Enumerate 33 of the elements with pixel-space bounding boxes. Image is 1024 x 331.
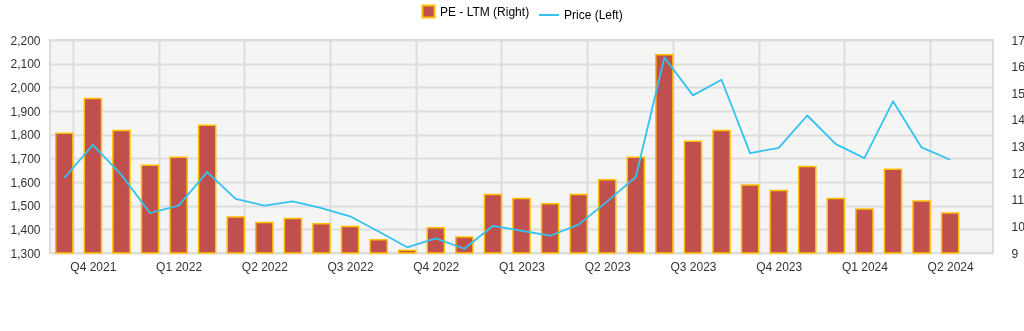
y-tick-label: 1,600 [10, 175, 41, 190]
y-tick-label: 2,000 [10, 80, 41, 95]
x-tick-label: Q2 2023 [584, 259, 632, 274]
x-tick-label: Q1 2023 [498, 259, 546, 274]
x-tick-label: Q1 2022 [156, 259, 203, 274]
y-tick-label: 1,900 [10, 104, 41, 119]
y-tick-label: 2,200 [10, 33, 41, 48]
y-tick-label: 1,300 [10, 246, 41, 261]
y-tick-label: 1,500 [10, 199, 41, 214]
x-tick-label: Q4 2023 [756, 259, 803, 274]
x-tick-label: Q2 2024 [927, 259, 974, 274]
y2-tick-label: 14 [1011, 113, 1024, 128]
y2-tick-label: 9 [1011, 246, 1019, 261]
x-tick-label: Q4 2021 [70, 259, 117, 274]
x-tick-label: Q2 2022 [241, 259, 289, 274]
legend-label: Price (Left) [564, 8, 623, 22]
x-tick-label: Q4 2022 [413, 259, 460, 274]
line-series [63, 56, 952, 250]
x-tick-label: Q3 2022 [327, 259, 374, 274]
x-tick-label: Q1 2024 [841, 259, 889, 274]
y-tick-label: 1,700 [10, 151, 41, 166]
y2-tick-label: 12 [1011, 166, 1024, 181]
y-tick-label: 1,400 [10, 222, 41, 237]
y2-tick-label: 16 [1011, 60, 1024, 75]
legend-label: PE - LTM (Right) [440, 4, 530, 19]
y-tick-label: 2,100 [10, 57, 41, 72]
y2-tick-label: 17 [1011, 33, 1024, 48]
y2-tick-label: 13 [1011, 140, 1024, 154]
y2-tick-label: 11 [1011, 193, 1024, 208]
y-tick-label: 1,800 [10, 128, 41, 143]
y2-tick-label: 15 [1011, 86, 1024, 101]
x-tick-label: Q3 2023 [670, 259, 717, 274]
y2-tick-label: 10 [1011, 219, 1024, 234]
